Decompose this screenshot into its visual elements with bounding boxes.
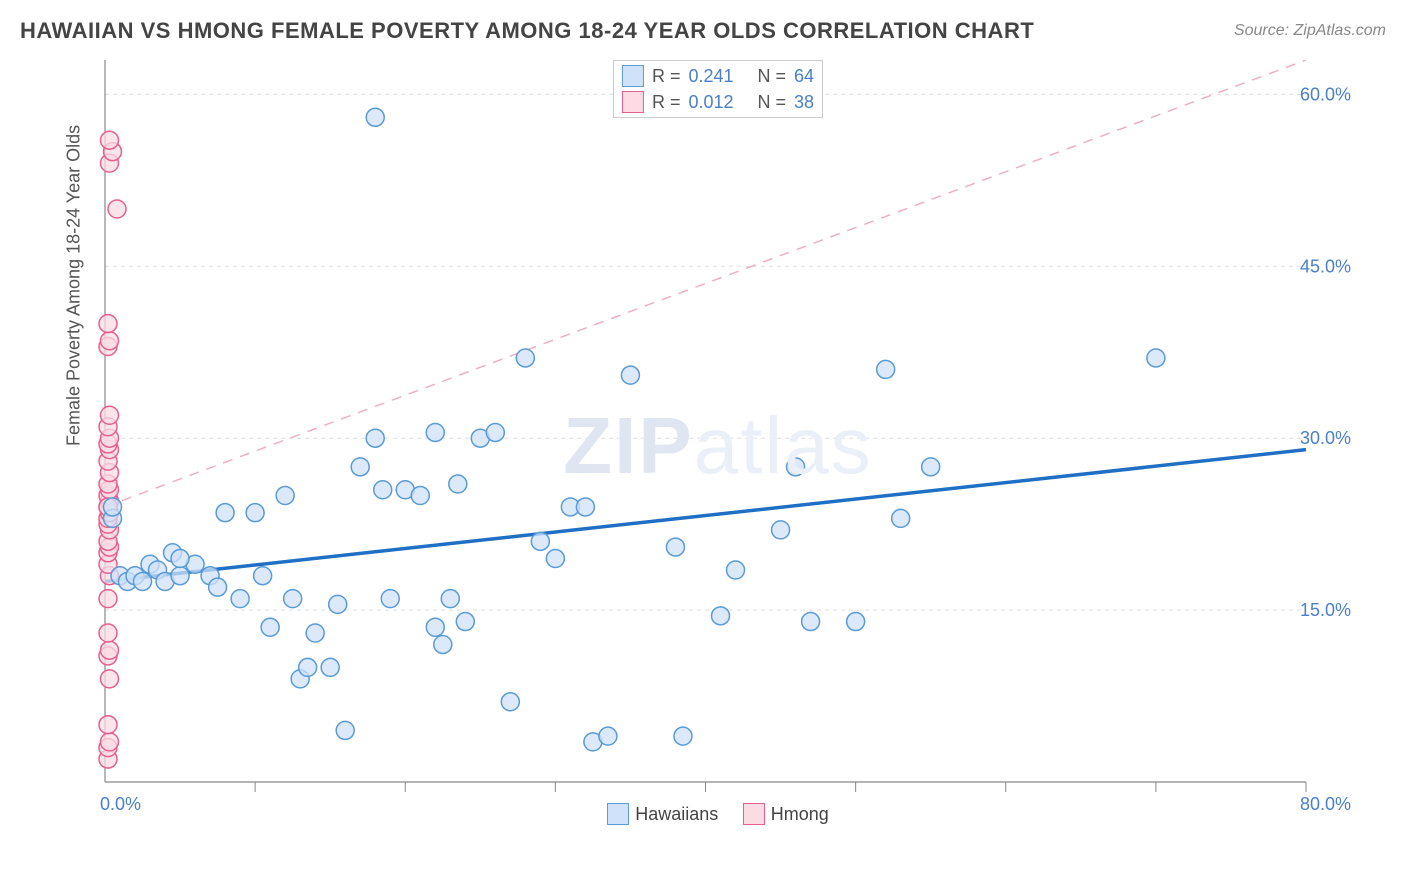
legend-stats-row-hmong: R = 0.012 N = 38 xyxy=(620,89,816,115)
chart-page: HAWAIIAN VS HMONG FEMALE POVERTY AMONG 1… xyxy=(0,0,1406,892)
legend-stats-row-hawaiians: R = 0.241 N = 64 xyxy=(620,63,816,89)
svg-text:60.0%: 60.0% xyxy=(1300,84,1351,104)
legend-item-hmong: Hmong xyxy=(743,803,829,825)
source-attribution: Source: ZipAtlas.com xyxy=(1234,22,1386,40)
legend-r-label: R = xyxy=(652,92,681,113)
svg-text:45.0%: 45.0% xyxy=(1300,256,1351,276)
legend-swatch-hawaiians xyxy=(622,65,644,87)
legend-n-value-hmong: 38 xyxy=(794,92,814,113)
legend-item-hawaiians: Hawaiians xyxy=(607,803,718,825)
legend-n-label: N = xyxy=(758,66,787,87)
legend-bottom: Hawaiians Hmong xyxy=(60,803,1376,830)
legend-n-label: N = xyxy=(758,92,787,113)
chart-title: HAWAIIAN VS HMONG FEMALE POVERTY AMONG 1… xyxy=(20,18,1034,44)
legend-stats-box: R = 0.241 N = 64 R = 0.012 N = 38 xyxy=(613,60,823,118)
legend-bottom-swatch-hawaiians xyxy=(607,803,629,825)
source-label: Source: xyxy=(1234,22,1294,39)
svg-text:30.0%: 30.0% xyxy=(1300,428,1351,448)
source-name: ZipAtlas.com xyxy=(1294,22,1386,39)
header: HAWAIIAN VS HMONG FEMALE POVERTY AMONG 1… xyxy=(20,18,1386,44)
legend-bottom-swatch-hmong xyxy=(743,803,765,825)
y-axis-label: Female Poverty Among 18-24 Year Olds xyxy=(64,125,85,446)
legend-swatch-hmong xyxy=(622,91,644,113)
chart-svg: 15.0%30.0%45.0%60.0%0.0%80.0% xyxy=(60,60,1376,832)
legend-n-value-hawaiians: 64 xyxy=(794,66,814,87)
svg-text:15.0%: 15.0% xyxy=(1300,600,1351,620)
legend-r-value-hawaiians: 0.241 xyxy=(688,66,733,87)
legend-r-label: R = xyxy=(652,66,681,87)
legend-label-hmong: Hmong xyxy=(771,804,829,825)
legend-label-hawaiians: Hawaiians xyxy=(635,804,718,825)
plot-area: Female Poverty Among 18-24 Year Olds ZIP… xyxy=(60,60,1376,832)
legend-r-value-hmong: 0.012 xyxy=(688,92,733,113)
